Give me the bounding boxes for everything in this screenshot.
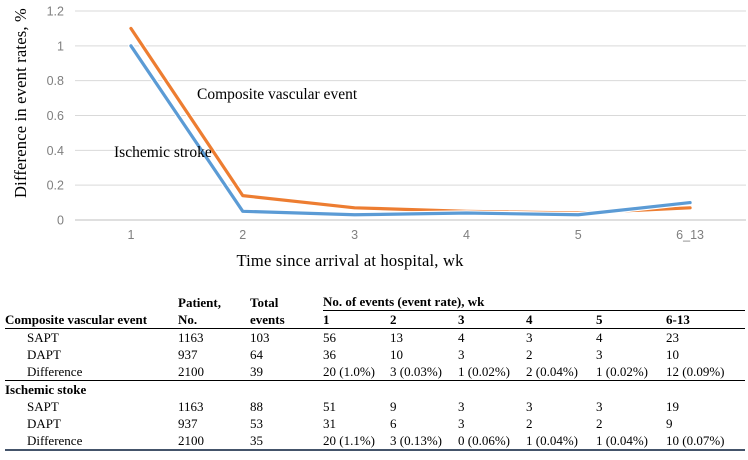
table-row: Difference 2100 39 20 (1.0%) 3 (0.03%) 1 (0.0… <box>5 363 746 381</box>
week-3-cell: 4 <box>458 330 465 345</box>
events-table: Patient, Total No. of events (event rate… <box>5 291 746 451</box>
header-spacer <box>5 291 178 311</box>
week-5-cell: 3 <box>596 347 603 362</box>
patient-no-cell: 2100 <box>178 432 250 451</box>
week-2-cell: 10 <box>390 347 403 362</box>
total-events-cell: 103 <box>250 330 270 345</box>
week-4-cell: 1 (0.04%) <box>526 432 596 451</box>
week-2-cell: 3 (0.13%) <box>390 432 458 451</box>
x-axis-title: Time since arrival at hospital, wk <box>236 251 464 270</box>
total-events-cell: 39 <box>250 363 323 381</box>
series-label-ischemic: Ischemic stroke <box>114 144 212 161</box>
week-5-cell: 3 <box>596 399 603 414</box>
patient-no-cell: 2100 <box>178 363 250 381</box>
total-events-cell: 88 <box>250 399 263 414</box>
x-tick-label: 6_13 <box>676 228 704 242</box>
week-3-cell: 3 <box>458 416 465 431</box>
week-6-13-cell: 19 <box>666 399 679 414</box>
week-5-cell: 1 (0.02%) <box>596 363 666 381</box>
y-tick-label: 0 <box>57 214 64 228</box>
chart-panel: 0 0.2 0.4 0.6 0.8 1 1.2 1 2 3 4 5 6_13 Difference in… <box>11 5 746 270</box>
row-label: Difference <box>5 363 178 381</box>
week-5-cell: 4 <box>596 330 603 345</box>
week-2-cell: 9 <box>390 399 397 414</box>
y-axis-title: Difference in event rates, % <box>11 8 30 198</box>
week-3-cell: 3 <box>458 399 465 414</box>
week-6-13-cell: 10 (0.07%) <box>666 432 746 451</box>
col-header-events-group: No. of events (event rate), wk <box>323 291 746 311</box>
week-6-13-cell: 23 <box>666 330 679 345</box>
x-tick-label: 5 <box>575 228 582 242</box>
table-body: SAPT 1163 103 56 13 4 3 4 23 DAPT 937 64 36 10 3 2 3 10 Di… <box>5 329 746 451</box>
patient-no-cell: 937 <box>178 416 198 431</box>
y-tick-label: 1 <box>57 39 64 53</box>
y-tick-label: 0.2 <box>47 179 64 193</box>
patient-no-cell: 1163 <box>178 399 204 414</box>
total-events-cell: 64 <box>250 347 263 362</box>
col-header-week-2: 2 <box>390 310 458 329</box>
week-1-cell: 36 <box>323 347 336 362</box>
week-4-cell: 2 <box>526 347 533 362</box>
week-1-cell: 31 <box>323 416 336 431</box>
col-header-patient-line1: Patient, <box>178 294 221 310</box>
row-label: DAPT <box>27 347 61 362</box>
col-header-total-line2: events <box>250 310 323 329</box>
col-header-week-4: 4 <box>526 310 596 329</box>
y-tick-label: 0.4 <box>47 144 64 158</box>
y-tick-label: 1.2 <box>47 5 64 19</box>
col-header-week-6-13: 6-13 <box>666 310 746 329</box>
total-events-cell: 53 <box>250 416 263 431</box>
week-6-13-cell: 9 <box>666 416 673 431</box>
week-2-cell: 6 <box>390 416 397 431</box>
week-4-cell: 2 <box>526 416 533 431</box>
section-name: Ischemic stoke <box>5 382 87 397</box>
patient-no-cell: 937 <box>178 347 198 362</box>
table-row: SAPT 1163 88 51 9 3 3 3 19 <box>5 398 745 415</box>
summary-table: Patient, Total No. of events (event rate… <box>5 291 746 451</box>
week-4-cell: 3 <box>526 330 533 345</box>
table-row: SAPT 1163 103 56 13 4 3 4 23 <box>5 329 745 347</box>
week-1-cell: 20 (1.0%) <box>323 363 390 381</box>
col-header-week-3: 3 <box>458 310 526 329</box>
row-label: Difference <box>5 432 178 451</box>
week-5-cell: 1 (0.04%) <box>596 432 666 451</box>
col-header-week-1: 1 <box>323 310 390 329</box>
week-3-cell: 0 (0.06%) <box>458 432 526 451</box>
x-tick-label: 3 <box>351 228 358 242</box>
week-5-cell: 2 <box>596 416 603 431</box>
x-tick-label: 2 <box>239 228 246 242</box>
week-6-13-cell: 10 <box>666 347 679 362</box>
week-3-cell: 1 (0.02%) <box>458 363 526 381</box>
series-line-ischemic-stroke <box>129 44 692 217</box>
chart-svg: 0 0.2 0.4 0.6 0.8 1 1.2 1 2 3 4 5 6_13 <box>47 5 746 242</box>
x-tick-label: 4 <box>463 228 470 242</box>
series-label-composite: Composite vascular event <box>197 86 358 103</box>
week-1-cell: 20 (1.1%) <box>323 432 390 451</box>
week-4-cell: 3 <box>526 399 533 414</box>
week-1-cell: 51 <box>323 399 336 414</box>
row-label: SAPT <box>27 399 59 414</box>
col-header-section-name: Composite vascular event <box>5 310 178 329</box>
row-label: DAPT <box>27 416 61 431</box>
x-tick-label: 1 <box>127 228 134 242</box>
week-2-cell: 13 <box>390 330 403 345</box>
week-3-cell: 3 <box>458 347 465 362</box>
col-header-week-5: 5 <box>596 310 666 329</box>
row-label: SAPT <box>27 330 59 345</box>
total-events-cell: 35 <box>250 432 323 451</box>
patient-no-cell: 1163 <box>178 330 204 345</box>
table-row: DAPT 937 53 31 6 3 2 2 9 <box>5 415 745 432</box>
week-2-cell: 3 (0.03%) <box>390 363 458 381</box>
y-tick-label: 0.6 <box>47 109 64 123</box>
col-header-patient-line2: No. <box>178 310 250 329</box>
table-row: Difference 2100 35 20 (1.1%) 3 (0.13%) 0 (0.0… <box>5 432 746 451</box>
col-header-total-line1: Total <box>250 294 279 310</box>
table-row: DAPT 937 64 36 10 3 2 3 10 <box>5 346 745 363</box>
y-tick-label: 0.8 <box>47 74 64 88</box>
week-1-cell: 56 <box>323 330 336 345</box>
table-section-row: Ischemic stoke <box>5 381 745 399</box>
week-6-13-cell: 12 (0.09%) <box>666 363 746 381</box>
week-4-cell: 2 (0.04%) <box>526 363 596 381</box>
series-line-halo <box>128 43 693 218</box>
